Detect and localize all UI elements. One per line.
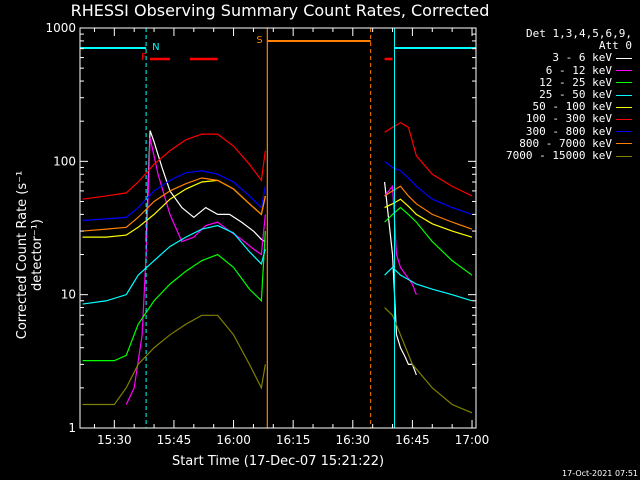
legend-swatch [616,106,632,108]
x-tick-label: 17:00 [455,433,490,447]
legend-item-label: 25 - 50 keV [539,88,612,102]
y-axis-label: Corrected Count Rate (s⁻¹ detector⁻¹) [15,170,45,340]
legend-item: 50 - 100 keV [476,101,632,113]
series-line [384,185,473,230]
legend-swatch [616,131,632,133]
legend: Det 1,3,4,5,6,9, Att 0 3 - 6 keV 6 - 12 k… [476,27,632,163]
series-line [384,307,473,414]
legend-item-label: 800 - 7000 keV [519,136,612,150]
legend-swatch [616,70,632,72]
marker-label: F [141,52,147,63]
legend-item: 7000 - 15000 keV [476,149,632,163]
series-line [384,266,473,302]
legend-item-label: 7000 - 15000 keV [506,149,612,163]
legend-item: 3 - 6 keV [476,52,632,64]
series-line [384,160,473,215]
x-tick-label: 16:30 [335,433,370,447]
x-tick-label: 16:45 [395,433,430,447]
legend-item: 6 - 12 keV [476,63,632,77]
chart-title: RHESSI Observing Summary Count Rates, Co… [70,1,490,20]
legend-swatch [616,118,632,120]
legend-item-label: 3 - 6 keV [552,51,612,65]
x-tick-label: 15:30 [97,433,132,447]
series-line [82,133,266,200]
x-tick-label: 16:00 [216,433,251,447]
y-tick-label: 1000 [45,21,76,35]
legend-item: 300 - 800 keV [476,124,632,138]
series-line [383,181,417,376]
legend-item-label: 50 - 100 keV [532,100,612,114]
x-tick-label: 16:15 [276,433,311,447]
series-line [82,170,266,222]
legend-swatch [616,143,632,145]
series-line [82,314,266,406]
series-line [384,121,473,197]
series-line [125,137,266,405]
series-line [82,177,266,232]
x-axis-label: Start Time (17-Dec-07 15:21:22) [171,454,385,469]
series-line [145,130,266,243]
legend-item-label: 100 - 300 keV [525,112,612,126]
marker-label: S [256,35,262,46]
series-line [82,231,266,362]
series-line [384,206,473,276]
legend-header-detectors: Det 1,3,4,5,6,9, [526,27,632,40]
legend-item-label: 300 - 800 keV [525,124,612,138]
legend-header-attenuator: Att 0 [598,39,632,53]
series-line [384,198,473,238]
y-tick-label: 1 [68,421,76,435]
series-line [82,224,266,305]
legend-item: 800 - 7000 keV [476,136,632,150]
legend-swatch [616,94,632,96]
marker-label: N [152,42,159,53]
legend-item-label: 6 - 12 keV [545,63,612,77]
legend-item: 12 - 25 keV [476,75,632,89]
y-tick-label: 10 [61,288,76,302]
series-line [384,184,417,295]
plot-frame [79,27,477,429]
legend-item: 100 - 300 keV [476,113,632,125]
y-tick-label: 100 [53,154,76,168]
legend-swatch [616,57,632,59]
timestamp: 17-Oct-2021 07:51 [562,469,638,478]
legend-swatch [616,82,632,84]
legend-swatch [616,155,632,157]
legend-item: 25 - 50 keV [476,88,632,102]
legend-item-label: 12 - 25 keV [539,75,612,89]
x-tick-label: 15:45 [157,433,192,447]
